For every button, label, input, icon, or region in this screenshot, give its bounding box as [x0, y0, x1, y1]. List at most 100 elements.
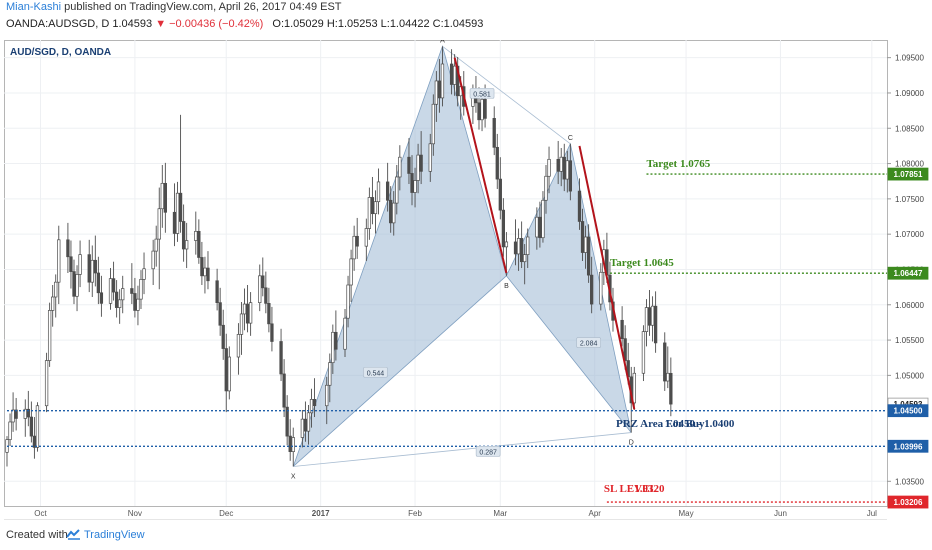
candle — [57, 225, 61, 305]
pattern-point-label: C — [568, 135, 573, 142]
candle-body — [258, 275, 262, 304]
candle — [376, 168, 381, 215]
candle — [389, 186, 393, 233]
candle-body — [185, 240, 189, 250]
candle-body — [157, 208, 161, 240]
candle — [29, 401, 34, 443]
candle — [47, 302, 52, 367]
candle-body — [666, 372, 670, 382]
candle-body — [523, 254, 527, 263]
candle — [577, 178, 582, 230]
candle-body — [389, 199, 393, 224]
ohlc-values: O:1.05029 H:1.05253 L:1.04422 C:1.04593 — [272, 18, 484, 30]
candle — [538, 201, 542, 248]
publish-info: Mian-Kashi published on TradingView.com,… — [6, 1, 342, 13]
candle-body — [477, 102, 481, 121]
candle — [590, 256, 594, 314]
candle-body — [331, 331, 335, 364]
x-tick-label: Nov — [128, 509, 142, 518]
candle-body — [282, 373, 286, 408]
candle-body — [410, 173, 414, 193]
candle-body — [69, 256, 73, 272]
candle — [270, 306, 274, 352]
x-tick-label: Jun — [774, 509, 787, 518]
candle — [66, 222, 70, 273]
candle — [580, 208, 585, 261]
ratio-box — [576, 337, 601, 348]
candle — [291, 427, 295, 467]
candle-body — [556, 158, 560, 172]
candle-body — [139, 279, 143, 300]
x-tick-label: Feb — [408, 509, 422, 518]
candle-body — [288, 435, 292, 452]
candle — [11, 392, 15, 432]
candle — [267, 287, 271, 333]
candle-body — [513, 241, 518, 255]
candle-body — [306, 412, 311, 432]
tradingview-brand-link[interactable]: TradingView — [84, 529, 145, 541]
tradingview-logo-icon — [66, 529, 80, 540]
candle-body — [535, 216, 539, 238]
candle-body — [142, 268, 146, 280]
candle-body — [647, 307, 652, 326]
candle — [285, 395, 289, 446]
candle-body — [47, 310, 52, 361]
price-chart[interactable]: Oct Nov Dec 2017 Feb Mar Apr May Jun Jul 1.09500 1.… — [4, 40, 930, 520]
chart-panel[interactable]: Oct Nov Dec 2017 Feb Mar Apr May Jun Jul 1.09500 1.… — [4, 40, 930, 520]
candle-body — [440, 63, 445, 99]
candle-body — [93, 259, 97, 274]
x-tick-label: 2017 — [312, 509, 330, 518]
candle-body — [14, 409, 18, 419]
candle-body — [236, 334, 241, 358]
candle — [96, 256, 101, 305]
candle-body — [154, 238, 158, 252]
candle-body — [632, 372, 636, 404]
candle — [203, 256, 207, 294]
candle — [72, 259, 76, 305]
candle — [663, 332, 667, 391]
candle — [428, 133, 432, 182]
candle-body — [215, 280, 219, 304]
candle — [669, 357, 673, 417]
annotation-text: 1.0320 — [634, 483, 665, 495]
annotation-text: SL LEVEL — [604, 483, 657, 495]
candle — [206, 251, 210, 290]
candle-body — [8, 421, 12, 440]
candle-body — [44, 360, 49, 407]
candle — [501, 198, 506, 257]
candle-body — [544, 175, 548, 201]
candle-body — [242, 303, 247, 315]
y-tick-label: 1.07000 — [895, 230, 924, 239]
candle-body — [108, 278, 113, 304]
candle-body — [413, 180, 417, 193]
candle — [142, 252, 146, 295]
candle — [154, 225, 158, 267]
candle-body — [434, 80, 439, 105]
ratio-label: 2.084 — [580, 341, 598, 348]
candle — [504, 232, 509, 276]
candle — [562, 143, 566, 192]
candle — [309, 388, 314, 428]
candle-body — [526, 236, 530, 255]
candle — [407, 138, 411, 185]
candle-body — [431, 103, 435, 145]
candle — [492, 106, 496, 156]
candle-body — [303, 418, 308, 432]
candle-body — [264, 287, 268, 304]
candle-body — [32, 435, 37, 448]
candle-body — [279, 341, 283, 375]
candle — [300, 409, 305, 448]
y-tick-label: 1.05500 — [895, 336, 924, 345]
trendline — [578, 145, 636, 410]
x-tick-label: May — [679, 509, 694, 518]
candle-body — [194, 230, 198, 241]
author-link[interactable]: Mian-Kashi — [6, 1, 62, 13]
candle — [23, 399, 27, 437]
candle-body — [172, 211, 177, 234]
candle-body — [370, 197, 375, 215]
candle-body — [583, 236, 588, 253]
candle — [328, 353, 332, 403]
candle-body — [197, 230, 201, 258]
candle — [32, 417, 37, 459]
candle — [261, 257, 265, 297]
